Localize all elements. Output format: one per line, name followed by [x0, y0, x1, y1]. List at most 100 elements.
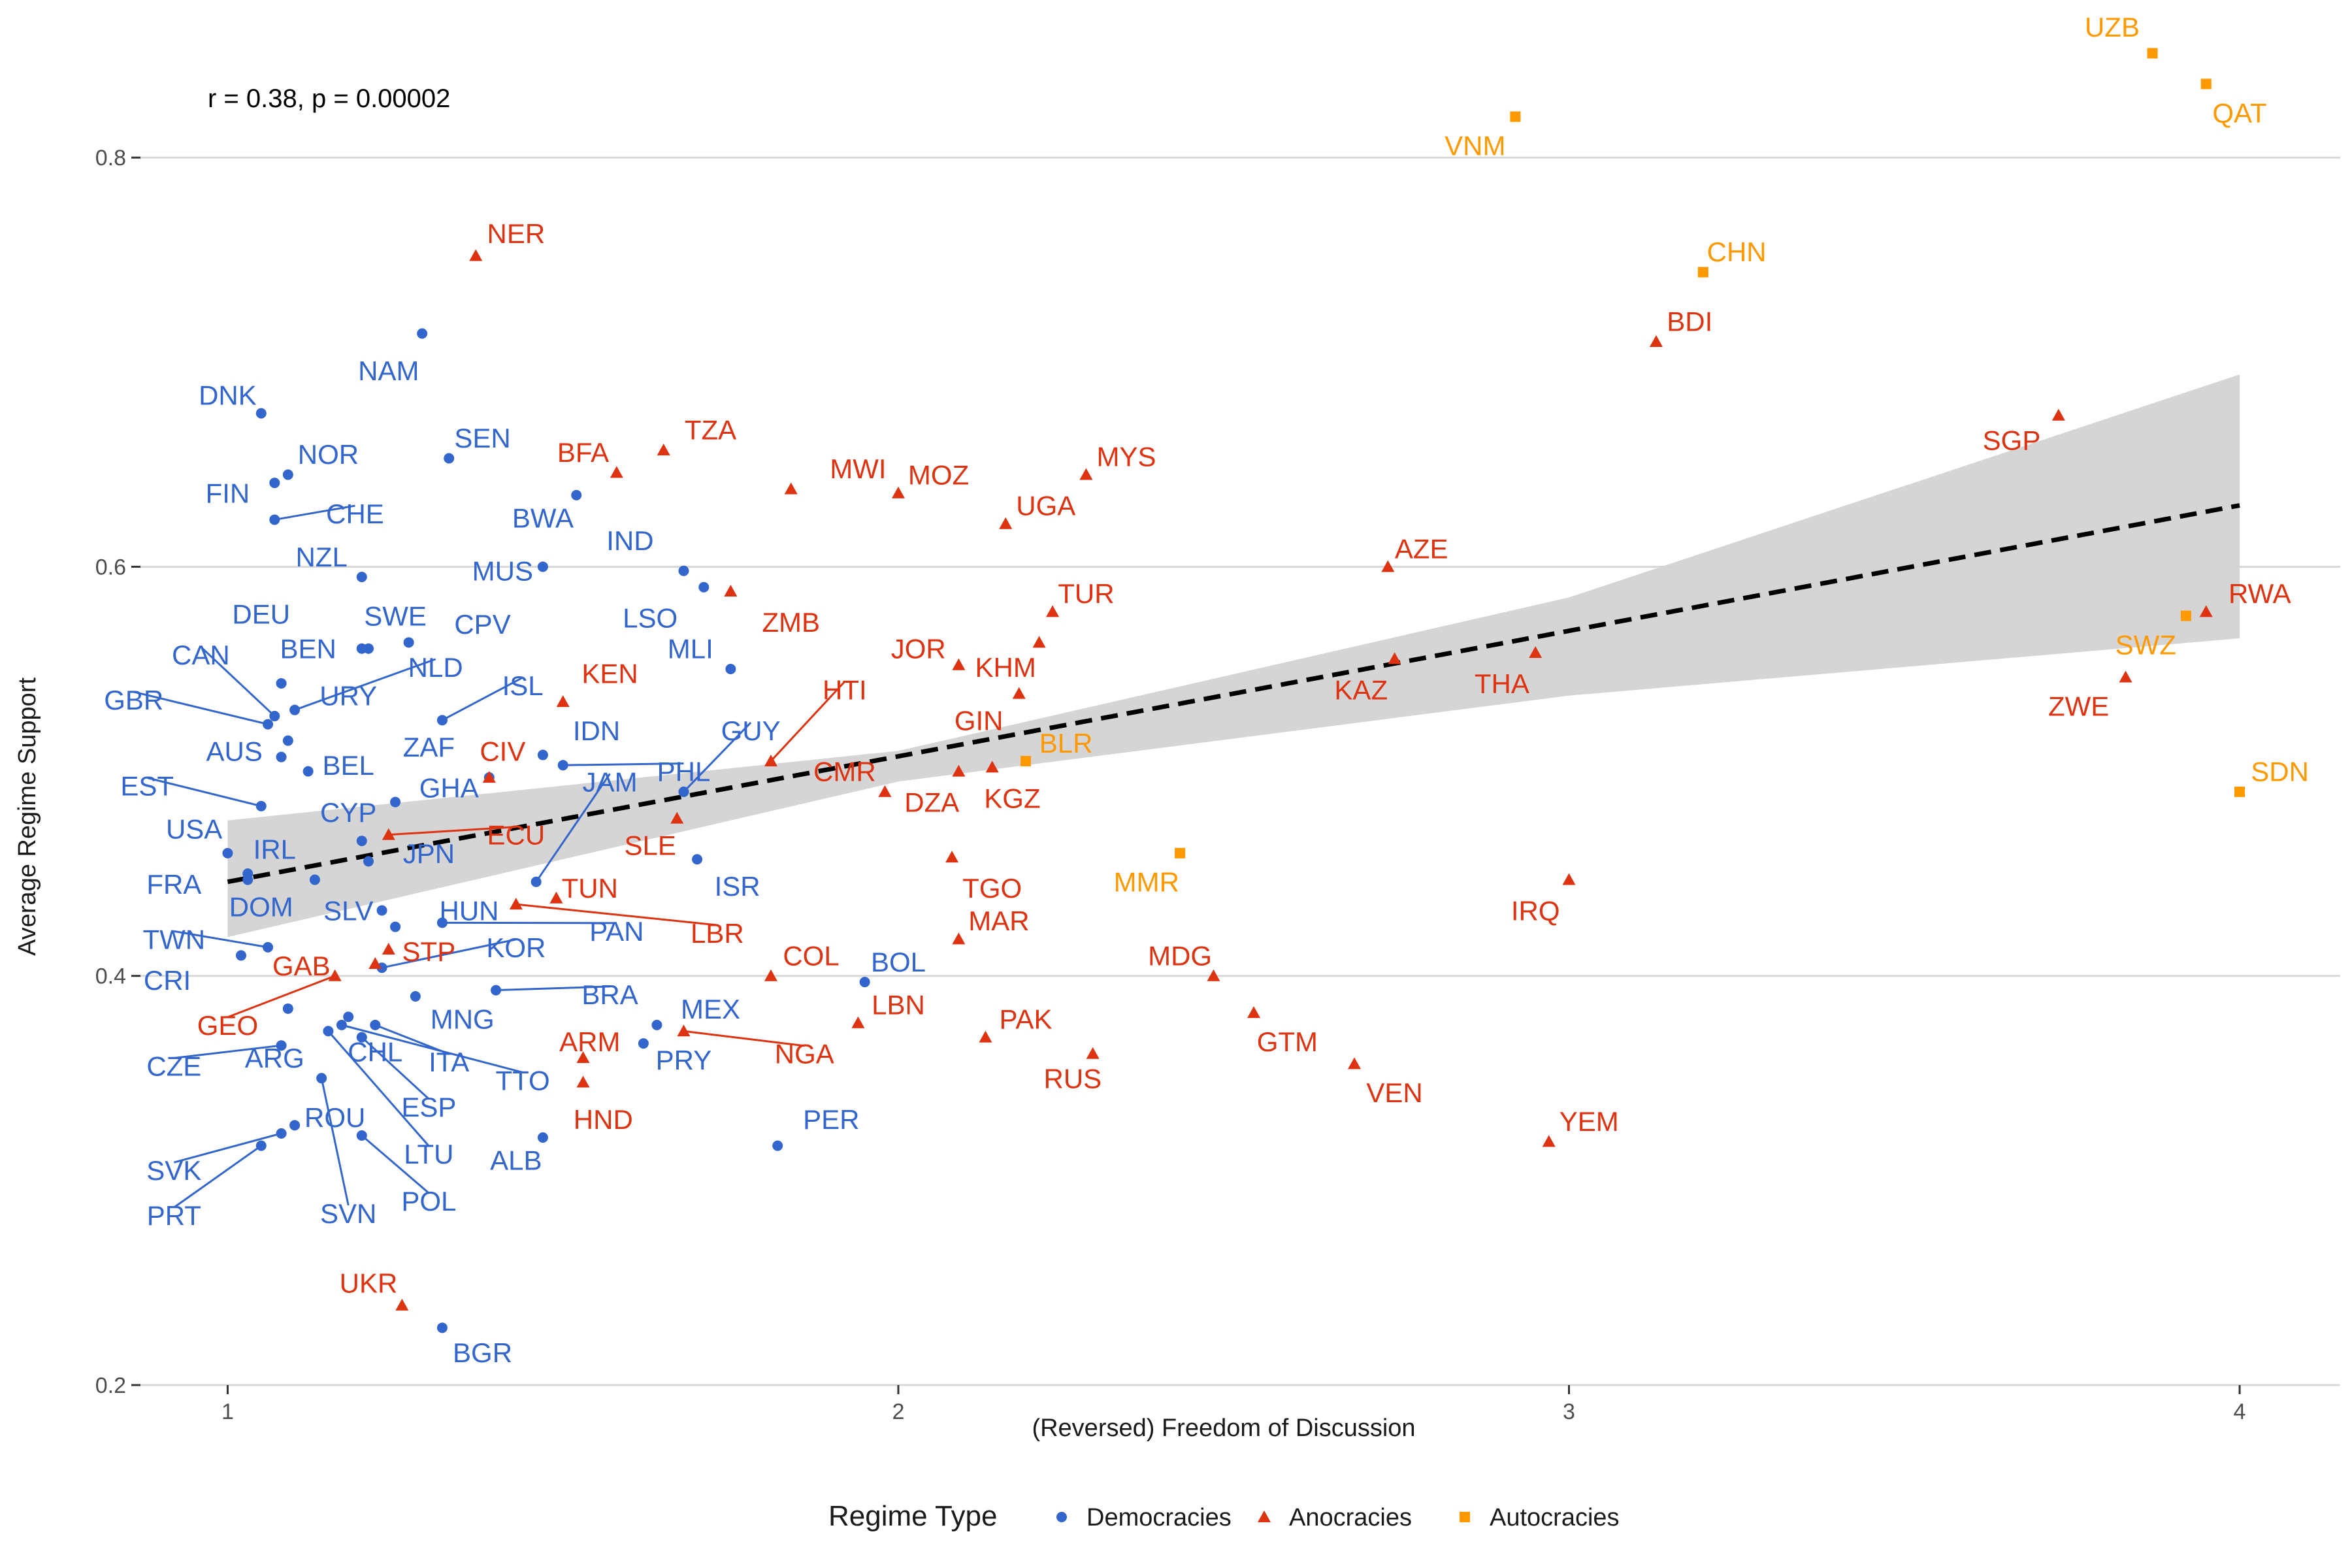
label-mli: MLI [668, 634, 713, 664]
point-sle [670, 811, 684, 824]
label-rou: ROU [304, 1102, 365, 1133]
point-phl [557, 760, 568, 771]
point-sdn [2234, 786, 2246, 797]
label-nga: NGA [775, 1039, 834, 1070]
trend-line [227, 503, 2240, 885]
label-aus: AUS [206, 736, 263, 766]
point-isr [692, 854, 703, 865]
point-vnm [1510, 111, 1521, 122]
point-alb [537, 1132, 548, 1143]
label-connector [515, 903, 717, 926]
point-ner [469, 249, 483, 261]
label-cri: CRI [144, 965, 191, 996]
label-ven: VEN [1366, 1077, 1422, 1108]
label-per: PER [803, 1104, 859, 1135]
confidence-band-area [227, 374, 2240, 938]
point-mar [952, 932, 966, 945]
correlation-annotation: r = 0.38, p = 0.00002 [208, 84, 450, 113]
point-cmr [878, 785, 892, 797]
label-arm: ARM [559, 1026, 620, 1057]
legend-key-autocracies [1460, 1512, 1470, 1522]
y-axis-title: Average Regime Support [14, 678, 41, 956]
grid-lines [140, 156, 2340, 1386]
point-twn [263, 941, 274, 953]
point-ven [1348, 1057, 1362, 1070]
label-nam: NAM [358, 355, 419, 386]
label-connector [496, 985, 610, 992]
label-kor: KOR [486, 932, 546, 963]
label-ken: KEN [581, 658, 638, 689]
point-hnd [576, 1075, 590, 1088]
legend-title: Regime Type [828, 1500, 997, 1532]
label-jam: JAM [583, 766, 638, 797]
label-connector [563, 762, 684, 766]
label-cpv: CPV [454, 609, 510, 640]
label-ecu: ECU [487, 820, 546, 851]
label-mys: MYS [1096, 441, 1156, 472]
point-swz [2180, 610, 2191, 621]
label-col: COL [783, 940, 839, 971]
label-bgr: BGR [453, 1337, 512, 1368]
point-nga [677, 1024, 691, 1037]
point-dnk [255, 408, 267, 419]
label-che: CHE [326, 498, 384, 529]
point-kaz [1388, 652, 1401, 664]
x-tick-label: 2 [892, 1399, 905, 1424]
label-bel: BEL [323, 750, 374, 781]
label-prt: PRT [147, 1200, 201, 1231]
label-bfa: BFA [557, 437, 609, 468]
label-chl: CHL [348, 1037, 402, 1068]
label-connector [341, 1024, 523, 1073]
point-fra [242, 874, 253, 885]
y-tick-label: 0.2 [95, 1373, 126, 1398]
label-ner: NER [487, 218, 546, 249]
point-arm [576, 1051, 590, 1063]
label-qat: QAT [2212, 97, 2266, 128]
point-ukr [395, 1298, 409, 1311]
label-cze: CZE [146, 1051, 201, 1082]
label-phl: PHL [657, 757, 711, 787]
point-cri [235, 950, 246, 961]
label-connector [200, 646, 276, 717]
point-tgo [945, 851, 959, 863]
label-tza: TZA [685, 415, 736, 446]
point-ecu [382, 828, 395, 840]
label-tgo: TGO [962, 873, 1022, 904]
point-mus [537, 561, 548, 572]
point-mng [410, 991, 421, 1002]
y-tick-label: 0.6 [95, 555, 126, 580]
point-geo [328, 969, 342, 981]
label-zmb: ZMB [762, 607, 820, 638]
point-idn [537, 749, 548, 760]
point-nld [289, 704, 301, 715]
point-mex [651, 1019, 662, 1030]
label-jor: JOR [891, 634, 946, 664]
point-nzl [356, 572, 367, 583]
point-bwa [571, 489, 582, 500]
point-esp [356, 1032, 367, 1043]
point-guy [678, 786, 689, 797]
data-points [222, 48, 2246, 1333]
point-zwe [2119, 670, 2132, 683]
point-jam [531, 876, 542, 887]
legend: Regime Type Democracies Anocracies Autocra… [828, 1500, 1620, 1532]
label-gbr: GBR [104, 685, 163, 715]
point-labels: NAM DNK NOR FIN CHE SEN BWA NZL MUS IND SWE DEU LSO C… [104, 12, 2309, 1368]
label-yem: YEM [1560, 1106, 1619, 1137]
point-cpv [403, 637, 414, 648]
label-dza: DZA [904, 787, 959, 818]
label-nld: NLD [408, 652, 463, 683]
label-twn: TWN [143, 924, 206, 955]
label-connector [227, 975, 336, 1019]
label-nzl: NZL [295, 542, 347, 572]
label-connector [294, 658, 436, 711]
label-connector [133, 691, 269, 726]
label-arg: ARG [245, 1043, 304, 1073]
label-ita: ITA [429, 1047, 469, 1077]
label-idn: IDN [573, 715, 620, 746]
label-mwi: MWI [830, 453, 886, 484]
point-ltu [323, 1026, 334, 1037]
label-sle: SLE [624, 830, 676, 860]
label-blr: BLR [1039, 728, 1093, 759]
